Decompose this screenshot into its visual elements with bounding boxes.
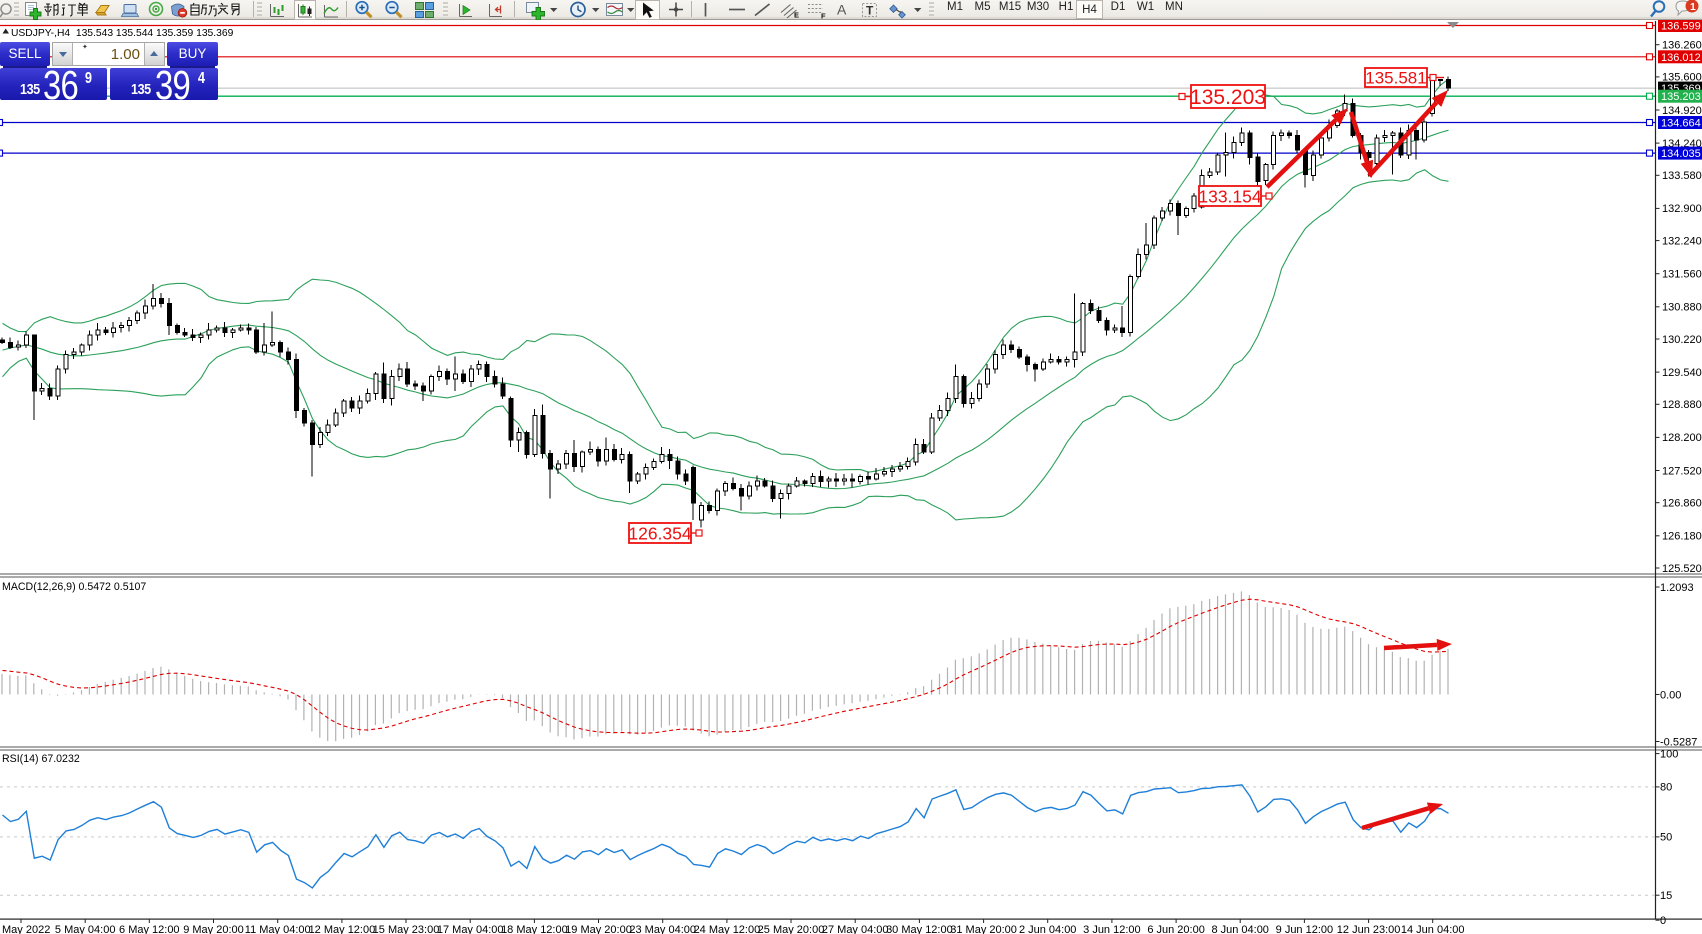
svg-text:25 May 20:00: 25 May 20:00 (758, 924, 825, 934)
svg-text:0.00: 0.00 (1660, 689, 1681, 701)
svg-text:135.203: 135.203 (1190, 86, 1266, 109)
svg-text:T: T (866, 4, 874, 18)
svg-text:12 May 12:00: 12 May 12:00 (309, 924, 376, 934)
svg-text:27 May 04:00: 27 May 04:00 (822, 924, 889, 934)
svg-text:130.220: 130.220 (1662, 334, 1702, 346)
svg-text:11 May 04:00: 11 May 04:00 (245, 924, 311, 934)
svg-text:17 May 04:00: 17 May 04:00 (437, 924, 504, 934)
svg-text:-0.5287: -0.5287 (1660, 736, 1697, 748)
svg-text:130.880: 130.880 (1662, 302, 1702, 314)
svg-text:23 May 04:00: 23 May 04:00 (629, 924, 696, 934)
svg-text:126.860: 126.860 (1662, 498, 1702, 510)
svg-text:80: 80 (1660, 782, 1672, 794)
svg-text:136.012: 136.012 (1661, 52, 1701, 64)
svg-text:15: 15 (1660, 890, 1672, 902)
svg-text:136.260: 136.260 (1662, 40, 1702, 52)
svg-text:126.354: 126.354 (628, 523, 692, 543)
svg-text:30 May 12:00: 30 May 12:00 (886, 924, 953, 934)
svg-text:E: E (794, 11, 799, 20)
svg-text:132.240: 132.240 (1662, 235, 1702, 247)
svg-text:9 May 20:00: 9 May 20:00 (183, 924, 244, 934)
svg-text:50: 50 (1660, 832, 1672, 844)
svg-text:9 Jun 12:00: 9 Jun 12:00 (1276, 924, 1334, 934)
svg-text:1.2093: 1.2093 (1660, 582, 1694, 594)
svg-text:24 May 12:00: 24 May 12:00 (694, 924, 761, 934)
svg-text:134.035: 134.035 (1661, 148, 1701, 160)
svg-text:14 Jun 04:00: 14 Jun 04:00 (1401, 924, 1465, 934)
svg-text:2 Jun 04:00: 2 Jun 04:00 (1019, 924, 1077, 934)
svg-text:131.560: 131.560 (1662, 269, 1702, 281)
svg-text:18 May 12:00: 18 May 12:00 (501, 924, 568, 934)
svg-text:100: 100 (1660, 748, 1678, 760)
svg-text:31 May 20:00: 31 May 20:00 (950, 924, 1017, 934)
svg-text:1: 1 (1690, 1, 1696, 13)
svg-text:12 Jun 23:00: 12 Jun 23:00 (1337, 924, 1401, 934)
svg-text:15 May 23:00: 15 May 23:00 (373, 924, 440, 934)
svg-text:19 May 20:00: 19 May 20:00 (565, 924, 632, 934)
svg-text:5 May 04:00: 5 May 04:00 (55, 924, 116, 934)
svg-text:0: 0 (1660, 915, 1666, 927)
svg-text:MACD(12,26,9) 0.5472 0.5107: MACD(12,26,9) 0.5472 0.5107 (2, 581, 146, 593)
svg-text:134.920: 134.920 (1662, 105, 1702, 117)
svg-text:128.880: 128.880 (1662, 399, 1702, 411)
svg-text:126.180: 126.180 (1662, 531, 1702, 543)
svg-text:135.581: 135.581 (1365, 69, 1426, 88)
svg-text:133.580: 133.580 (1662, 170, 1702, 182)
svg-text:8 Jun 04:00: 8 Jun 04:00 (1211, 924, 1269, 934)
svg-text:F: F (821, 12, 826, 21)
svg-text:132.900: 132.900 (1662, 203, 1702, 215)
svg-text:129.540: 129.540 (1662, 367, 1702, 379)
svg-text:A: A (837, 2, 847, 18)
svg-text:136.599: 136.599 (1661, 21, 1701, 33)
svg-text:6 May 12:00: 6 May 12:00 (119, 924, 180, 934)
svg-text:125.520: 125.520 (1662, 563, 1702, 575)
svg-text:134.664: 134.664 (1661, 118, 1701, 130)
svg-text:RSI(14) 67.0232: RSI(14) 67.0232 (2, 753, 80, 765)
svg-text:May 2022: May 2022 (2, 924, 50, 934)
svg-text:6 Jun 20:00: 6 Jun 20:00 (1147, 924, 1205, 934)
svg-text:USDJPY-,H4 135.543 135.544 13: USDJPY-,H4 135.543 135.544 135.359 135.3… (11, 28, 234, 39)
svg-text:135.203: 135.203 (1661, 91, 1701, 103)
svg-text:3 Jun 12:00: 3 Jun 12:00 (1083, 924, 1141, 934)
svg-text:133.154: 133.154 (1198, 186, 1262, 206)
svg-text:127.520: 127.520 (1662, 465, 1702, 477)
svg-text:128.200: 128.200 (1662, 432, 1702, 444)
svg-text:135.600: 135.600 (1662, 72, 1702, 84)
